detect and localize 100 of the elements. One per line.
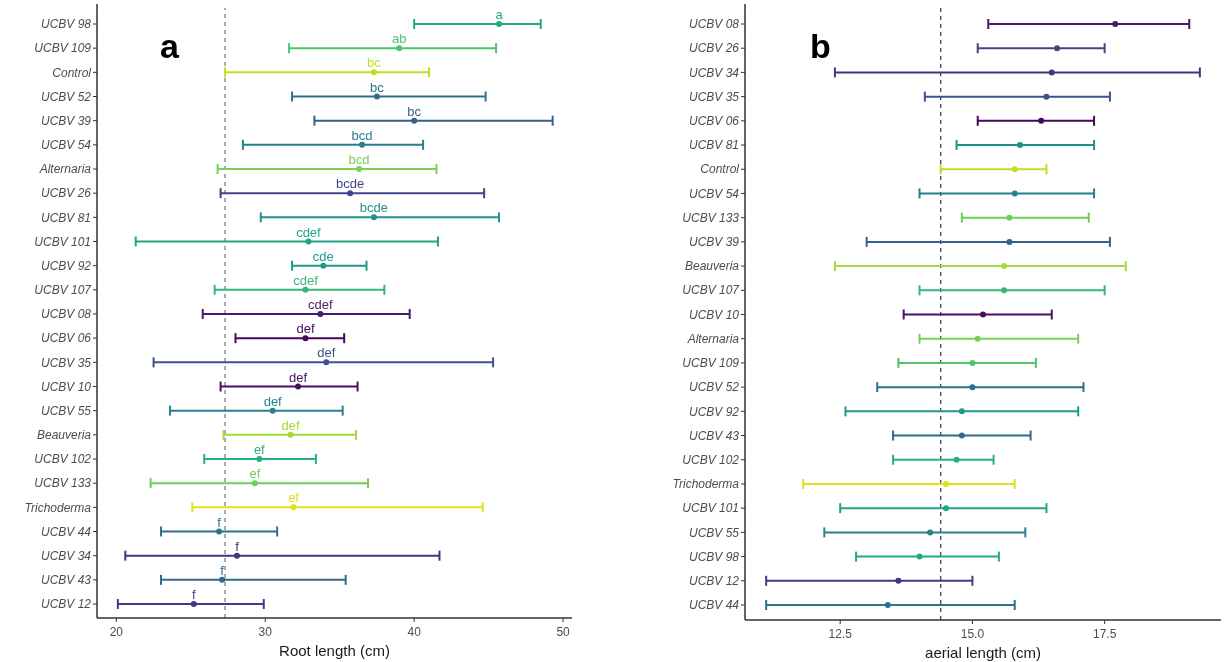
y-tick-label: UCBV 109 — [682, 356, 740, 371]
point — [411, 117, 418, 124]
y-tick-label: UCBV 35 — [688, 89, 740, 104]
y-tick-label: UCBV 98 — [688, 549, 740, 564]
point — [256, 456, 263, 462]
point — [287, 431, 294, 438]
data-label: ab — [392, 31, 407, 47]
point — [958, 408, 965, 415]
point — [370, 214, 377, 221]
point — [269, 407, 276, 414]
y-tick-label: UCBV 133 — [682, 210, 740, 225]
data-label: bc — [370, 79, 385, 95]
y-tick-label: UCBV 08 — [688, 17, 740, 32]
point — [356, 166, 363, 172]
data-label: def — [263, 393, 283, 409]
y-tick-label: Control — [700, 162, 740, 177]
annotation: b — [810, 27, 831, 65]
point — [1006, 214, 1013, 221]
y-tick-label: UCBV 54 — [688, 186, 740, 201]
point — [1006, 238, 1013, 245]
point — [190, 601, 197, 607]
y-tick-label: UCBV 44 — [40, 524, 92, 539]
point — [974, 335, 981, 342]
data-label: bc — [367, 55, 382, 71]
data-label: ef — [249, 466, 261, 482]
point — [219, 576, 226, 583]
point — [496, 21, 503, 27]
y-tick-label: UCBV 44 — [688, 598, 740, 613]
y-tick-label: UCBV 133 — [34, 476, 92, 491]
data-label: f — [220, 562, 225, 578]
point — [1043, 93, 1050, 100]
x-tick-label: 40 — [407, 625, 422, 639]
data-label: ef — [288, 490, 300, 506]
data-label: bcd — [348, 152, 370, 167]
y-tick-label: UCBV 39 — [688, 235, 740, 250]
point — [1011, 190, 1018, 197]
data-label: bcde — [359, 200, 389, 216]
point — [1001, 287, 1008, 294]
x-tick-label: 12.5 — [828, 627, 853, 641]
y-tick-label: Alternaria — [38, 162, 92, 177]
y-tick-label: UCBV 34 — [40, 548, 92, 563]
y-tick-label: UCBV 92 — [40, 258, 92, 273]
y-tick-label: UCBV 81 — [40, 210, 91, 225]
y-tick-label: UCBV 06 — [688, 114, 740, 129]
point — [373, 93, 380, 100]
data-label: cde — [312, 248, 334, 264]
data-label: cdef — [293, 272, 319, 288]
point — [305, 238, 312, 245]
y-tick-label: UCBV 101 — [682, 501, 739, 516]
y-tick-label: Beauveria — [684, 259, 740, 274]
y-tick-label: Trichoderma — [672, 477, 740, 492]
y-tick-label: UCBV 52 — [40, 89, 92, 104]
x-tick-label: 20 — [109, 625, 124, 639]
y-tick-label: UCBV 12 — [40, 597, 92, 612]
y-tick-label: UCBV 12 — [688, 573, 740, 588]
point — [953, 456, 960, 463]
point — [1001, 263, 1008, 270]
y-tick-label: UCBV 54 — [40, 138, 92, 153]
point — [216, 528, 223, 535]
data-label: bcd — [351, 127, 373, 143]
y-tick-label: UCBV 102 — [34, 452, 92, 467]
point — [302, 286, 309, 293]
point — [1038, 117, 1045, 124]
point — [942, 505, 949, 512]
y-tick-label: UCBV 34 — [688, 65, 740, 80]
point — [884, 602, 891, 608]
y-tick-label: UCBV 102 — [682, 452, 740, 467]
point — [359, 141, 366, 148]
data-label: bc — [407, 103, 422, 119]
data-label: a — [495, 7, 504, 22]
annotation: a — [160, 27, 180, 65]
y-tick-label: UCBV 55 — [40, 403, 92, 418]
y-tick-label: UCBV 109 — [34, 41, 92, 56]
data-label: bcde — [336, 176, 365, 192]
y-tick-label: UCBV 81 — [688, 138, 739, 153]
point — [317, 311, 324, 317]
point — [233, 552, 240, 559]
x-tick-label: 30 — [258, 625, 273, 639]
data-label: def — [288, 369, 308, 385]
point — [370, 69, 377, 76]
point — [251, 480, 258, 487]
y-tick-label: UCBV 10 — [40, 379, 92, 394]
y-tick-label: UCBV 43 — [688, 428, 740, 443]
y-tick-label: Control — [52, 65, 92, 80]
y-tick-label: UCBV 101 — [34, 234, 91, 249]
point — [969, 359, 976, 366]
point — [980, 311, 986, 318]
x-tick-label: 50 — [556, 625, 571, 639]
y-tick-label: UCBV 55 — [688, 525, 740, 540]
data-label: def — [296, 321, 315, 337]
point — [942, 480, 949, 487]
x-tick-label: 15.0 — [960, 627, 985, 641]
data-label: cdef — [308, 297, 334, 312]
y-tick-label: UCBV 10 — [688, 307, 740, 322]
point — [958, 432, 965, 439]
y-tick-label: UCBV 26 — [688, 41, 740, 56]
y-tick-label: UCBV 06 — [40, 331, 92, 346]
data-label: f — [191, 587, 196, 602]
y-tick-label: UCBV 39 — [40, 113, 92, 128]
point — [295, 383, 302, 390]
